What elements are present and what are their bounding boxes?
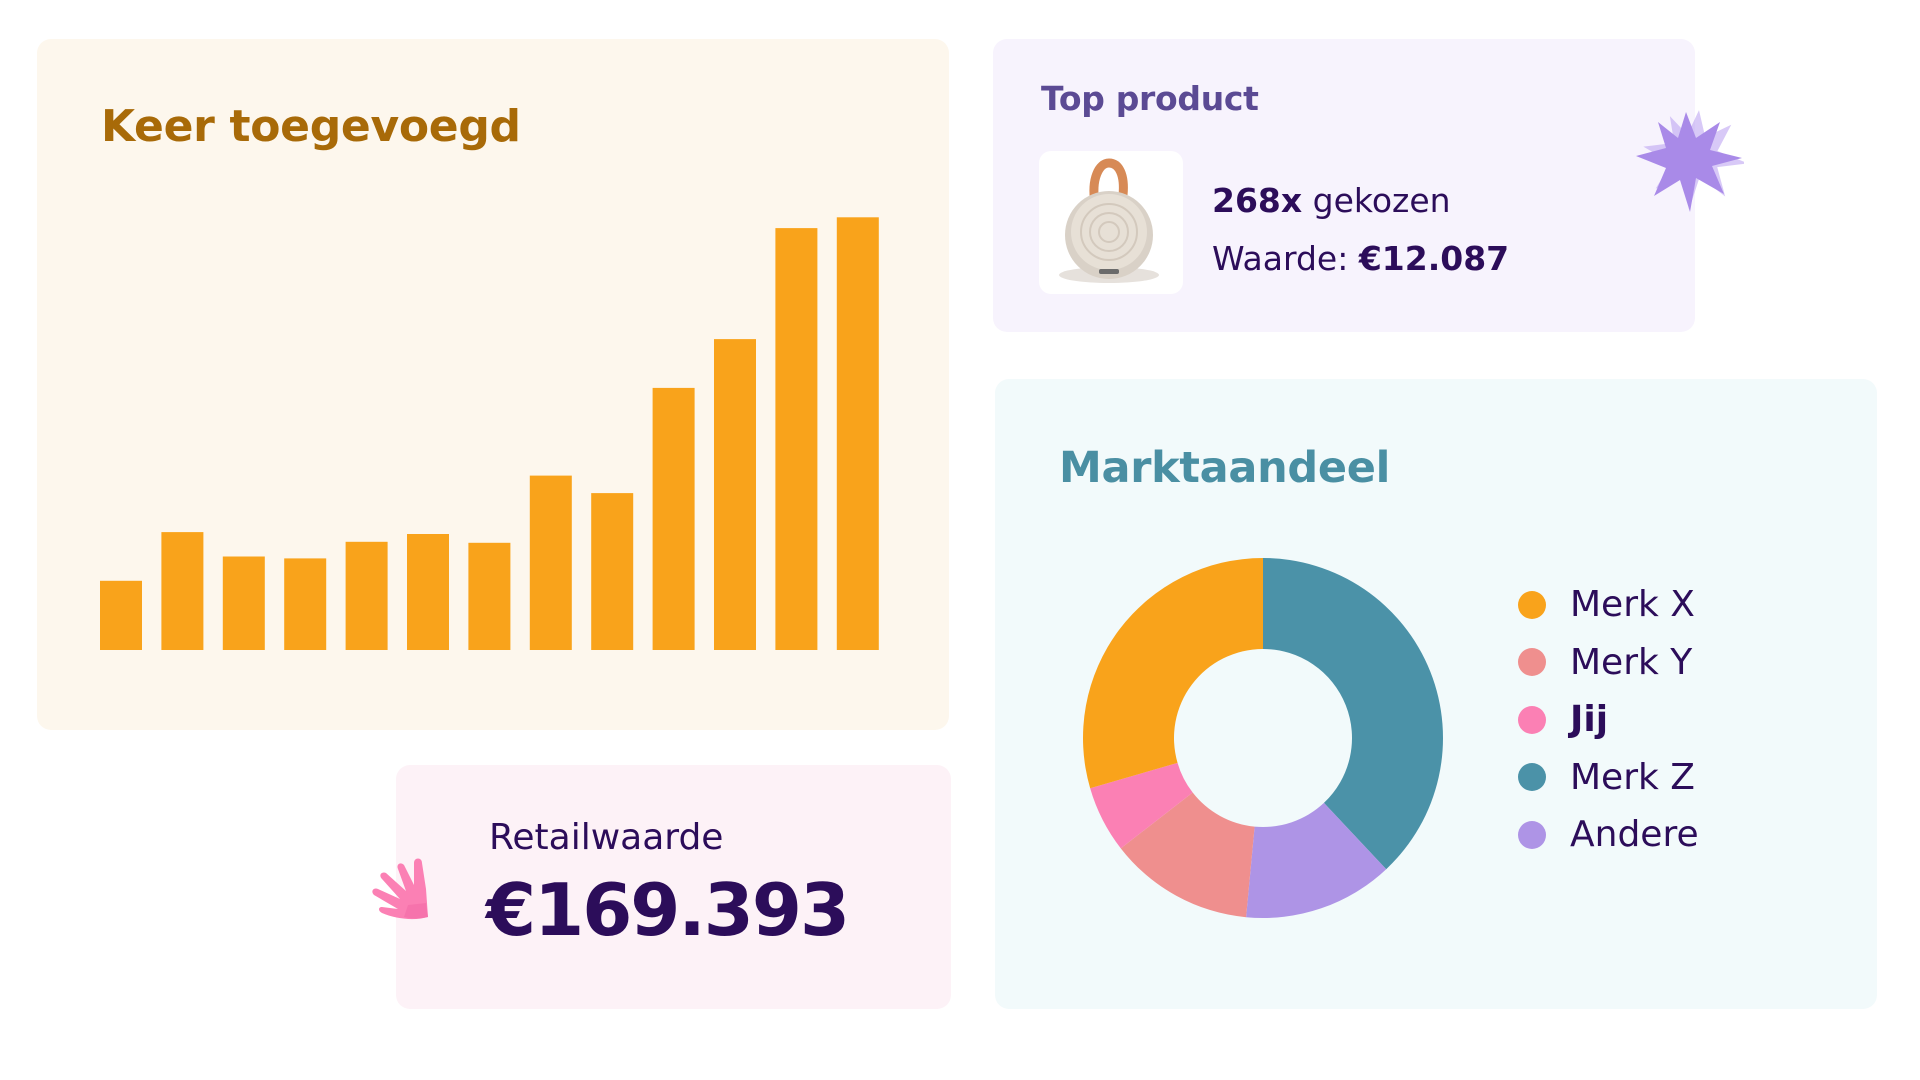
times-added-title: Keer toegevoegd — [101, 101, 521, 152]
legend-item-merk-y: Merk Y — [1518, 634, 1699, 692]
donut-slice-merk-z — [1263, 558, 1443, 870]
market-share-donut-chart — [1083, 558, 1443, 918]
bar-4 — [284, 558, 327, 650]
bar-8 — [529, 475, 572, 650]
legend-item-merk-z: Merk Z — [1518, 749, 1699, 807]
product-image — [1039, 151, 1183, 294]
top-product-info: 268x gekozen Waarde: €12.087 — [1212, 172, 1509, 288]
bar-7 — [468, 542, 511, 650]
legend-dot-icon — [1518, 820, 1546, 849]
market-share-card: Marktaandeel Merk X Merk Y Jij Merk Z Andere — [995, 379, 1877, 1009]
legend-dot-icon — [1518, 590, 1546, 619]
top-product-card: Top product 268x gekozen Waarde: €12.087 — [993, 39, 1695, 332]
chosen-suffix: gekozen — [1312, 181, 1451, 220]
product-value-label: Waarde: — [1212, 239, 1349, 278]
bar-9 — [591, 493, 634, 650]
retail-value-amount: €169.393 — [486, 868, 850, 952]
bar-1 — [100, 580, 142, 650]
bar-10 — [652, 387, 695, 650]
legend-dot-icon — [1518, 763, 1546, 792]
times-added-card: Keer toegevoegd — [37, 39, 949, 730]
purple-star-icon — [1636, 110, 1744, 212]
retail-value-label: Retailwaarde — [489, 817, 724, 858]
top-product-title: Top product — [1041, 79, 1259, 118]
legend-dot-icon — [1518, 648, 1546, 677]
bar-12 — [775, 228, 818, 650]
legend-item-jij: Jij — [1518, 691, 1699, 749]
donut-slice-jij — [1090, 762, 1193, 849]
chosen-count: 268x — [1212, 181, 1303, 220]
market-share-legend: Merk X Merk Y Jij Merk Z Andere — [1518, 576, 1699, 864]
product-value-line: Waarde: €12.087 — [1212, 230, 1509, 288]
pink-hand-icon — [372, 858, 428, 920]
legend-label: Jij — [1570, 699, 1609, 741]
donut-slice-andere — [1246, 802, 1387, 918]
bar-2 — [161, 532, 204, 650]
bar-13 — [836, 217, 879, 651]
donut-slice-merk-x — [1083, 558, 1263, 789]
legend-label: Andere — [1570, 814, 1699, 856]
market-share-title: Marktaandeel — [1059, 443, 1391, 493]
bar-5 — [345, 541, 388, 650]
times-added-bar-chart — [100, 217, 879, 651]
legend-item-merk-x: Merk X — [1518, 576, 1699, 634]
legend-label: Merk X — [1570, 584, 1695, 626]
bar-3 — [222, 556, 265, 650]
bar-11 — [714, 339, 756, 650]
donut-slice-merk-y — [1120, 792, 1255, 918]
legend-label: Merk Z — [1570, 756, 1695, 798]
legend-item-andere: Andere — [1518, 806, 1699, 864]
product-value: €12.087 — [1358, 239, 1510, 278]
speaker-icon — [1059, 158, 1159, 283]
bar-6 — [407, 534, 449, 650]
retail-value-card: Retailwaarde €169.393 — [396, 765, 951, 1009]
legend-label: Merk Y — [1570, 641, 1693, 683]
chosen-count-line: 268x gekozen — [1212, 172, 1509, 230]
legend-dot-icon — [1518, 705, 1546, 734]
